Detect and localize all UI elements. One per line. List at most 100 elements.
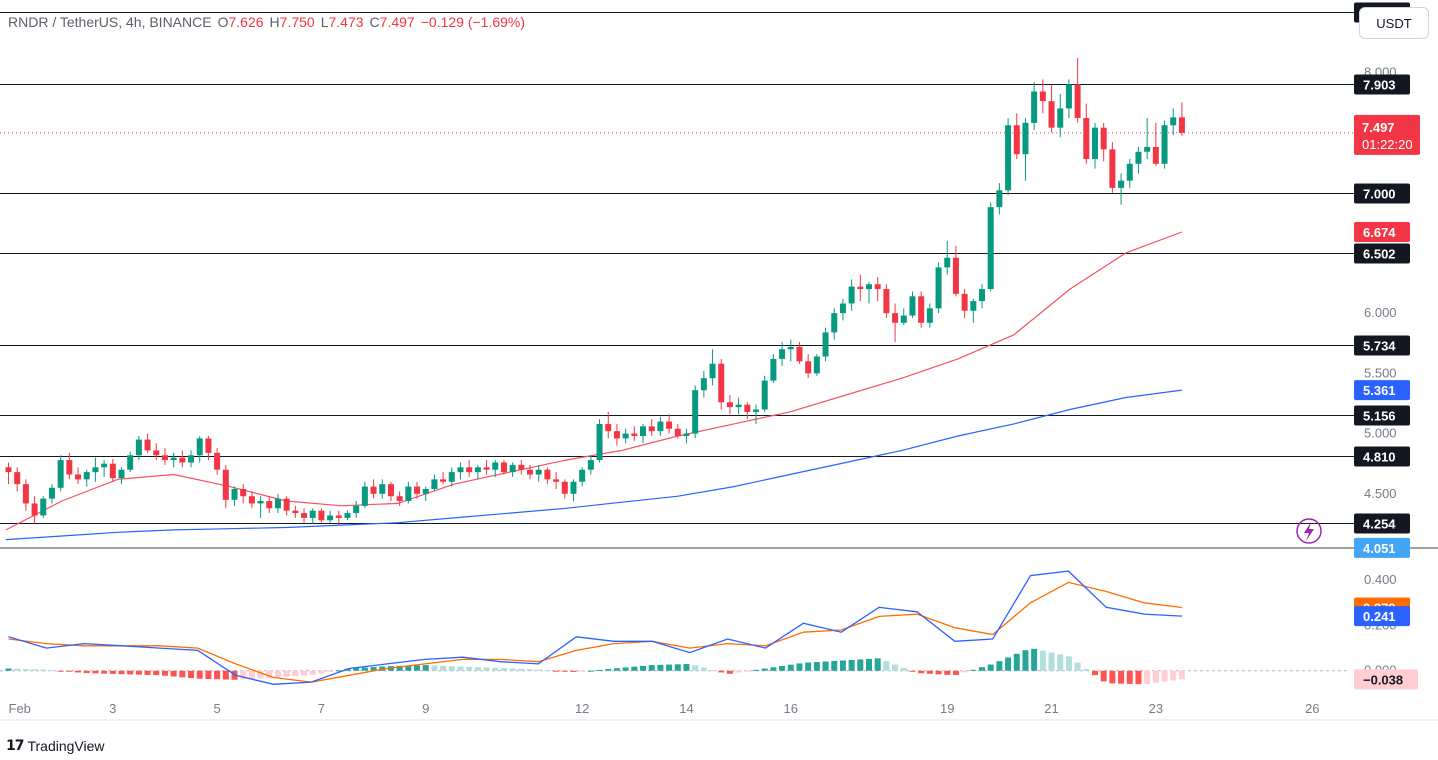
macd-histogram-bar	[5, 668, 12, 671]
candle-body	[709, 363, 716, 379]
macd-histogram-bar	[952, 670, 959, 675]
candle-body	[75, 474, 82, 480]
macd-axis-tick: 0.400	[1364, 572, 1397, 587]
level-label-text: 5.734	[1363, 339, 1396, 354]
candle-body	[48, 487, 55, 499]
currency-button[interactable]: USDT	[1359, 7, 1429, 39]
macd-histogram-bar	[474, 667, 481, 671]
symbol-title[interactable]: RNDR / TetherUS, 4h, BINANCE	[8, 14, 212, 30]
ema-long-line	[5, 389, 1182, 541]
price-tag-ema_short	[1354, 221, 1410, 242]
macd-histogram-bar	[874, 658, 881, 671]
candle-body	[857, 286, 864, 290]
candle-body	[918, 296, 925, 323]
candle-body	[109, 463, 116, 479]
candle-body	[596, 423, 603, 461]
time-axis-tick: 7	[318, 701, 325, 716]
price-tag-ema_long	[1354, 380, 1410, 401]
macd-histogram-bar	[240, 670, 247, 680]
candle-body	[309, 510, 316, 518]
candle-body	[188, 455, 195, 463]
macd-histogram-bar	[918, 670, 925, 674]
candle-body	[396, 496, 403, 502]
brand-footer[interactable]: 17 TradingView	[6, 738, 105, 754]
macd-histogram-bar	[196, 670, 203, 679]
candle-body	[1126, 163, 1133, 181]
level-label-tag	[1354, 335, 1410, 356]
candle-body	[796, 346, 803, 362]
price-axis-tick: 4.500	[1364, 486, 1397, 501]
level-label-tag	[1354, 513, 1410, 534]
close-label: C	[369, 14, 380, 30]
macd-histogram-bar	[283, 670, 290, 677]
candle-body	[448, 472, 455, 482]
lightning-icon	[1296, 518, 1322, 544]
candle-body	[248, 496, 255, 504]
candle-body	[422, 488, 429, 494]
macd-histogram-bar	[1005, 657, 1012, 671]
candle-body	[457, 467, 464, 473]
macd-histogram-bar	[257, 670, 264, 679]
macd-histogram-bar	[448, 666, 455, 671]
change-value: −0.129 (−1.69%)	[420, 14, 526, 30]
candle-countdown: 01:22:20	[1362, 137, 1413, 152]
macd-histogram-bar	[327, 670, 334, 672]
candle-body	[274, 498, 281, 509]
candle-body	[1039, 91, 1046, 102]
time-axis-tick: 16	[784, 701, 798, 716]
candle-body	[613, 431, 620, 439]
macd-histogram-bar	[188, 670, 195, 679]
macd-histogram-bar	[857, 659, 864, 671]
macd-histogram-bar	[1039, 650, 1046, 671]
macd-histogram-bar	[1074, 662, 1081, 671]
candle-body	[1074, 84, 1081, 119]
candle-body	[779, 349, 786, 359]
candle-body	[831, 313, 838, 333]
macd-histogram-bar	[153, 670, 160, 676]
candle-body	[900, 315, 907, 323]
macd-histogram-bar	[266, 670, 273, 678]
macd-histogram-bar	[726, 670, 733, 674]
macd-histogram-bar	[118, 670, 125, 675]
price-tag-text: 6.674	[1363, 225, 1396, 240]
macd-histogram-bar	[813, 662, 820, 671]
price-axis-tick: 6.000	[1364, 305, 1397, 320]
macd-histogram-bar	[179, 670, 186, 678]
candle-body	[822, 332, 829, 357]
candle-body	[726, 402, 733, 408]
candle-body	[1013, 125, 1020, 155]
macd-histogram-bar	[735, 670, 742, 673]
macd-histogram-bar	[987, 664, 994, 671]
macd-histogram-bar	[848, 659, 855, 671]
candle-body	[231, 488, 238, 500]
candle-body	[579, 469, 586, 482]
macd-histogram-bar	[900, 667, 907, 671]
candle-body	[92, 467, 99, 473]
symbol-info-bar: RNDR / TetherUS, 4h, BINANCE O7.626 H7.7…	[8, 14, 525, 30]
candle-body	[344, 513, 351, 518]
candle-body	[657, 421, 664, 432]
macd-histogram-bar	[518, 668, 525, 671]
candle-body	[1005, 125, 1012, 191]
candle-body	[370, 486, 377, 494]
candle-body	[683, 433, 690, 436]
macd-histogram-bar	[1031, 648, 1038, 671]
candle-body	[813, 356, 820, 374]
macd-histogram-bar	[440, 665, 447, 671]
candle-body	[1022, 122, 1029, 155]
candle-body	[266, 501, 273, 509]
candle-body	[883, 289, 890, 314]
macd-tag-macd	[1354, 606, 1410, 627]
candle-body	[57, 460, 64, 488]
macd-histogram-bar	[431, 665, 438, 671]
candle-body	[379, 484, 386, 494]
macd-signal-line	[8, 581, 1182, 683]
macd-histogram-bar	[700, 667, 707, 671]
candle-body	[926, 308, 933, 323]
macd-tag-text: −0.038	[1363, 672, 1403, 687]
candle-body	[961, 293, 968, 311]
candle-body	[1100, 127, 1107, 150]
macd-histogram-bar	[1065, 656, 1072, 671]
macd-histogram-bar	[709, 670, 716, 672]
